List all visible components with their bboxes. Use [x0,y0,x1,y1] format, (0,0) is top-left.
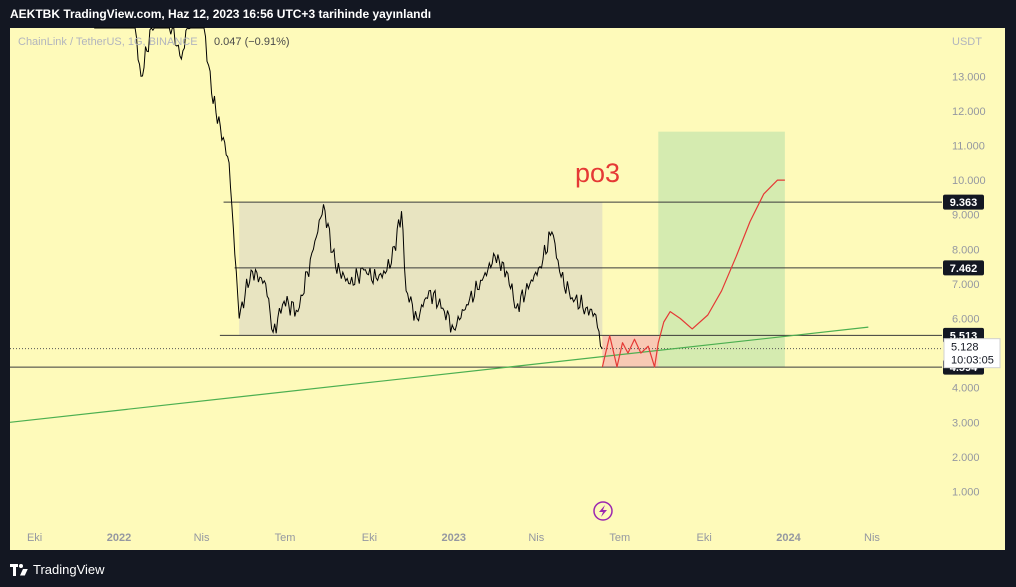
publish-header: AEKTBK TradingView.com, Haz 12, 2023 16:… [0,0,1016,28]
currency-label: USDT [952,36,982,48]
x-tick-label-10: Nis [864,532,880,544]
last-price-box[interactable] [943,338,1001,369]
price-tag-label-0: 9.363 [950,197,978,209]
y-tick-label-4: 9.000 [952,210,980,222]
x-tick-label-1: 2022 [107,532,131,544]
y-tick-label-10: 2.000 [952,452,980,464]
y-tick-label-9: 3.000 [952,417,980,429]
range-box [239,202,603,336]
brand-name: TradingView [33,562,105,577]
tradingview-logo[interactable]: TradingView [10,552,105,587]
x-tick-label-8: Eki [697,532,712,544]
x-tick-label-2: Nis [194,532,210,544]
symbol-legend: ChainLink / TetherUS, 1G, BINANCE [18,36,198,48]
footer-bar: TradingView [0,552,1016,587]
y-tick-label-8: 4.000 [952,383,980,395]
y-tick-label-1: 12.000 [952,106,986,118]
last-price-label: 5.128 [951,342,979,354]
target-box [658,131,785,368]
x-tick-label-3: Tem [275,532,296,544]
price-tag-0[interactable] [943,194,984,210]
x-tick-label-7: Tem [609,532,630,544]
x-tick-label-5: 2023 [442,532,466,544]
price-series-line [94,27,603,350]
y-tick-label-5: 8.000 [952,244,980,256]
x-tick-label-9: 2024 [776,532,801,544]
x-tick-label-0: Eki [27,532,42,544]
change-legend: 0.047 (−0.91%) [214,36,290,48]
y-tick-label-2: 11.000 [952,141,985,153]
po3-annotation: po3 [575,158,620,188]
bar-countdown: 10:03:05 [951,355,994,367]
lightning-icon-glyph [599,505,607,517]
x-tick-label-4: Eki [362,532,377,544]
y-tick-label-0: 13.000 [952,71,986,83]
trendline[interactable] [9,326,869,423]
y-tick-label-7: 6.000 [952,314,980,326]
x-tick-label-6: Nis [528,532,544,544]
y-tick-label-3: 10.000 [952,175,986,187]
publish-text: AEKTBK TradingView.com, Haz 12, 2023 16:… [10,7,432,21]
price-tag-1[interactable] [943,260,984,276]
y-tick-label-11: 1.000 [952,487,980,499]
tradingview-logo-icon [10,563,28,576]
price-tag-label-1: 7.462 [950,263,978,275]
price-chart[interactable]: ChainLink / TetherUS, 1G, BINANCE 0.047 (… [0,0,1016,552]
y-tick-label-6: 7.000 [952,279,980,291]
projection-line[interactable] [601,179,785,368]
lightning-icon[interactable] [593,501,613,521]
